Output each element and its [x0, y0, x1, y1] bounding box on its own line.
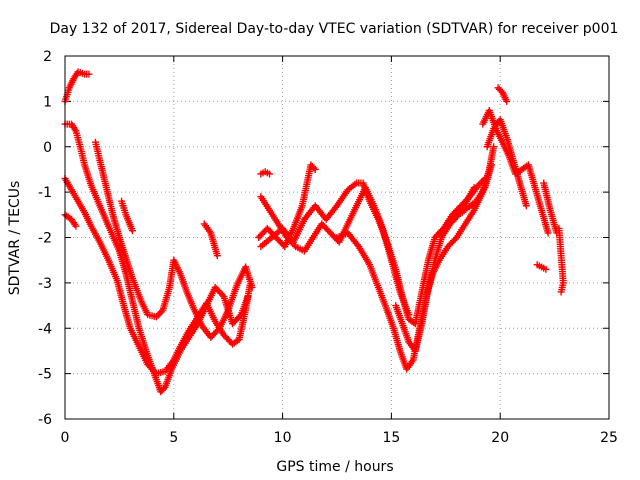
- data-point: [218, 291, 226, 299]
- data-point: [503, 97, 511, 105]
- y-tick-label: -6: [38, 412, 52, 428]
- data-point: [544, 229, 552, 237]
- x-tick-label: 5: [169, 430, 178, 446]
- y-tick-label: -5: [38, 367, 52, 383]
- data-point: [487, 161, 495, 169]
- x-tick-label: 0: [61, 430, 70, 446]
- series-track-14: [435, 184, 478, 237]
- data-point: [522, 202, 530, 210]
- series-track-11: [257, 175, 489, 328]
- y-tick-label: -3: [38, 276, 52, 292]
- data-point: [214, 326, 222, 334]
- data-point: [154, 311, 162, 319]
- y-tick-labels: 2 1 0 -1 -2 -3 -4 -5 -6: [38, 49, 52, 428]
- data-point: [557, 288, 565, 296]
- series-track-5: [61, 211, 80, 230]
- data-point: [490, 143, 498, 151]
- series-track-8: [257, 168, 274, 178]
- x-axis-label: GPS time / hours: [276, 459, 393, 475]
- x-tick-label: 20: [491, 430, 509, 446]
- chart-title: Day 132 of 2017, Sidereal Day-to-day VTE…: [50, 21, 619, 37]
- series-track-7: [200, 220, 221, 260]
- series-track-2: [61, 120, 252, 396]
- data-point: [311, 165, 319, 173]
- series-track-15: [479, 106, 552, 237]
- data-point: [470, 184, 478, 192]
- y-tick-label: -2: [38, 231, 52, 247]
- series-track-6: [118, 197, 136, 235]
- data-point: [72, 222, 80, 230]
- data-point: [128, 227, 136, 235]
- series-track-3: [61, 175, 254, 378]
- series-track-20: [555, 224, 567, 296]
- data-point: [266, 170, 274, 178]
- y-axis-label: SDTVAR / TECUs: [7, 181, 23, 296]
- data-point: [85, 70, 93, 78]
- series-track-18: [533, 261, 550, 273]
- data-points: [61, 68, 567, 396]
- data-point: [160, 385, 168, 393]
- x-tick-label: 10: [274, 430, 292, 446]
- plot-frame: [64, 55, 610, 420]
- y-tick-label: 1: [43, 94, 52, 110]
- data-point: [542, 265, 550, 273]
- series-track-16: [494, 84, 511, 105]
- y-tick-label: -1: [38, 185, 52, 201]
- series-track-13: [392, 161, 495, 355]
- series-track-4: [91, 138, 256, 341]
- y-tick-label: 0: [43, 140, 52, 156]
- x-tick-label: 15: [382, 430, 400, 446]
- series-track-1: [61, 68, 93, 105]
- data-point: [310, 164, 318, 172]
- series-track-17: [483, 116, 530, 210]
- x-tick-label: 25: [600, 430, 618, 446]
- data-point: [213, 252, 221, 260]
- y-tick-label: 2: [43, 49, 52, 65]
- x-tick-labels: 0 5 10 15 20 25: [61, 430, 618, 446]
- y-tick-label: -4: [38, 321, 52, 337]
- data-point: [248, 283, 256, 291]
